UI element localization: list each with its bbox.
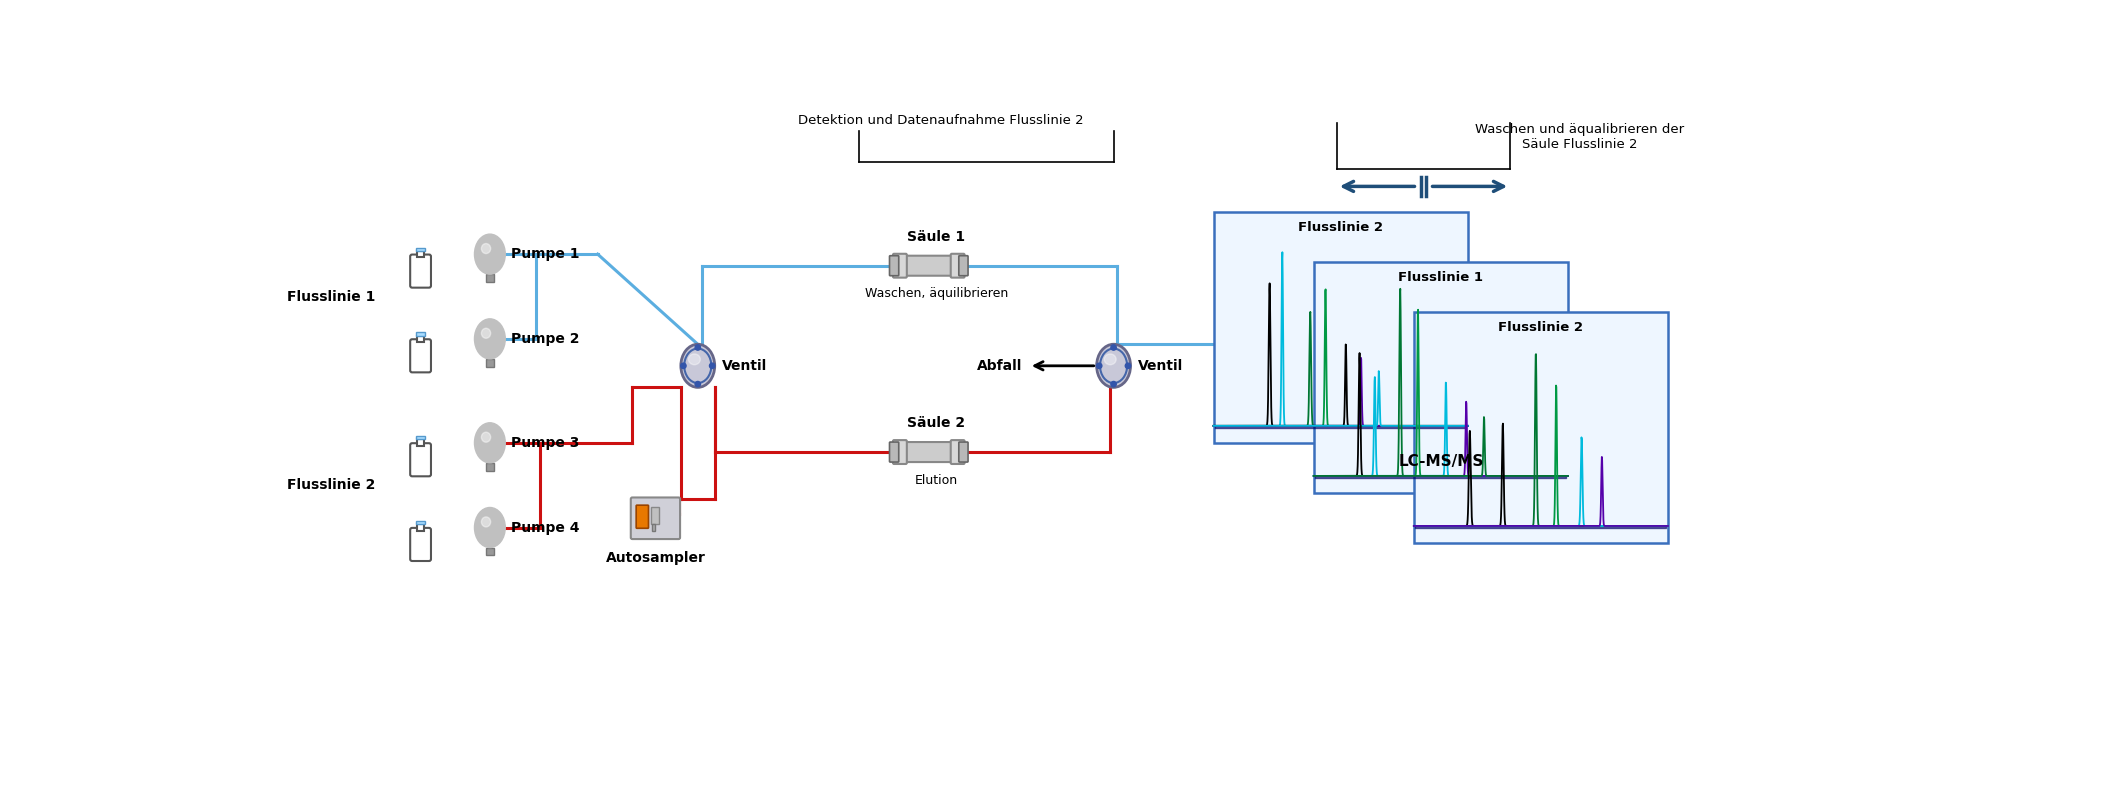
Circle shape (1097, 363, 1103, 369)
Text: Flusslinie 1: Flusslinie 1 (286, 290, 375, 303)
Text: Pumpe 1: Pumpe 1 (511, 248, 579, 261)
Bar (653, 523, 655, 531)
Bar (416, 332, 424, 336)
FancyBboxPatch shape (409, 255, 431, 288)
Text: Flusslinie 2: Flusslinie 2 (1497, 321, 1584, 334)
Ellipse shape (481, 328, 490, 338)
Bar (486, 463, 494, 471)
Text: Flusslinie 1: Flusslinie 1 (1398, 271, 1483, 284)
Text: Ventil: Ventil (1139, 359, 1184, 373)
Bar (418, 439, 424, 446)
Text: Autosampler: Autosampler (604, 551, 706, 565)
Ellipse shape (481, 244, 490, 253)
Ellipse shape (475, 423, 505, 463)
FancyBboxPatch shape (893, 440, 908, 464)
Text: Detektion und Datenaufnahme Flusslinie 2: Detektion und Datenaufnahme Flusslinie 2 (797, 114, 1084, 127)
FancyBboxPatch shape (959, 442, 967, 462)
Text: Flusslinie 2: Flusslinie 2 (286, 478, 375, 492)
Ellipse shape (475, 507, 505, 548)
FancyBboxPatch shape (630, 498, 681, 539)
Text: Ventil: Ventil (723, 359, 768, 373)
FancyBboxPatch shape (409, 339, 431, 372)
Ellipse shape (681, 345, 715, 388)
Bar (1213, 212, 1468, 443)
Circle shape (1111, 381, 1116, 387)
Text: Waschen, äquilibrieren: Waschen, äquilibrieren (865, 287, 1007, 300)
Text: Elution: Elution (914, 473, 959, 486)
Bar (418, 251, 424, 257)
Ellipse shape (689, 354, 700, 365)
FancyBboxPatch shape (409, 528, 431, 561)
FancyBboxPatch shape (409, 443, 431, 477)
Circle shape (711, 363, 715, 369)
Text: Flusslinie 2: Flusslinie 2 (1298, 221, 1383, 234)
Text: Abfall: Abfall (978, 359, 1022, 373)
FancyBboxPatch shape (889, 256, 899, 276)
Ellipse shape (1097, 345, 1130, 388)
Bar (486, 548, 494, 555)
Text: Waschen und äqualibrieren der
Säule Flusslinie 2: Waschen und äqualibrieren der Säule Flus… (1474, 123, 1684, 151)
Circle shape (1111, 345, 1116, 350)
FancyBboxPatch shape (899, 442, 959, 462)
Bar (418, 336, 424, 342)
Bar (416, 248, 424, 251)
Circle shape (696, 345, 700, 350)
Circle shape (696, 381, 700, 387)
Ellipse shape (475, 319, 505, 359)
Text: Pumpe 3: Pumpe 3 (511, 436, 579, 450)
Bar (416, 521, 424, 524)
Ellipse shape (475, 234, 505, 274)
Bar (1415, 312, 1667, 543)
FancyBboxPatch shape (636, 505, 649, 528)
Text: Pumpe 2: Pumpe 2 (511, 332, 579, 346)
Bar (1313, 262, 1567, 493)
Text: LC-MS/MS: LC-MS/MS (1398, 455, 1483, 469)
FancyBboxPatch shape (893, 254, 908, 277)
FancyBboxPatch shape (950, 440, 965, 464)
Text: Säule 1: Säule 1 (908, 230, 965, 244)
Circle shape (1126, 363, 1130, 369)
Bar (416, 436, 424, 439)
Circle shape (681, 363, 685, 369)
Ellipse shape (1105, 354, 1116, 365)
Text: Säule 2: Säule 2 (908, 417, 965, 430)
Ellipse shape (481, 517, 490, 527)
FancyBboxPatch shape (899, 256, 959, 276)
Bar (486, 359, 494, 366)
Bar (486, 274, 494, 282)
FancyBboxPatch shape (889, 442, 899, 462)
Bar (651, 507, 658, 524)
Bar (418, 524, 424, 531)
FancyBboxPatch shape (950, 254, 965, 277)
FancyBboxPatch shape (959, 256, 967, 276)
Ellipse shape (481, 432, 490, 443)
Text: Pumpe 4: Pumpe 4 (511, 520, 579, 535)
